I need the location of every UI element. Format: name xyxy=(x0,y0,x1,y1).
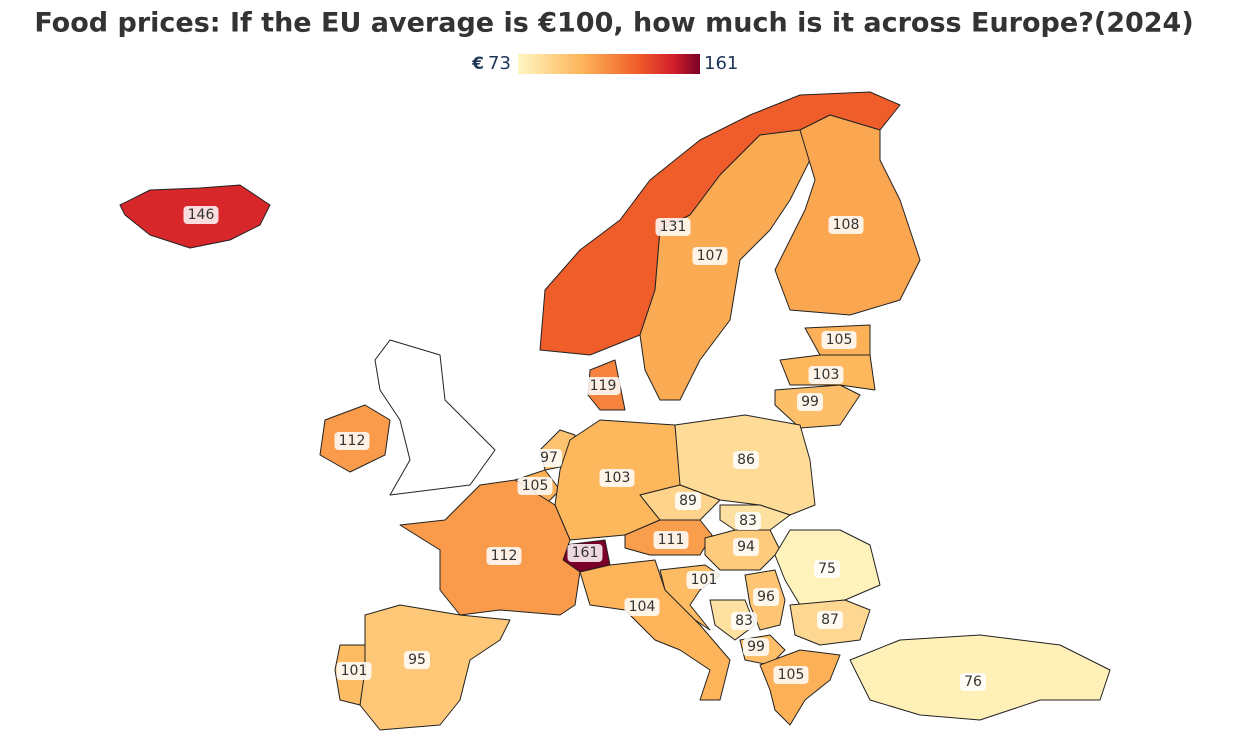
region xyxy=(774,114,921,316)
region-label: 108 xyxy=(833,217,860,233)
region-label: 112 xyxy=(491,548,518,564)
label-box xyxy=(735,512,761,530)
color-scale xyxy=(518,54,700,74)
region-label: 101 xyxy=(341,663,368,679)
labels: 146 131 107 108 105 103 99 119 112 97 105 103 86 89 83… xyxy=(183,206,986,691)
region-label: 105 xyxy=(778,667,805,683)
label-box xyxy=(817,611,843,629)
label-box xyxy=(733,451,759,469)
region-label: 97 xyxy=(540,450,558,466)
label-box xyxy=(753,588,779,606)
label-box xyxy=(828,216,864,234)
label-box xyxy=(585,377,621,395)
region xyxy=(359,604,511,731)
label-box xyxy=(797,393,823,411)
region-label: 107 xyxy=(697,248,724,264)
label-box xyxy=(655,218,691,236)
label-box xyxy=(536,449,562,467)
region-label: 75 xyxy=(818,561,836,577)
region-label: 161 xyxy=(572,545,599,561)
region-label: 99 xyxy=(801,394,819,410)
region-label: 87 xyxy=(821,612,839,628)
region-label: 101 xyxy=(691,572,718,588)
label-box xyxy=(183,206,219,224)
region-label: 99 xyxy=(747,639,765,655)
region-label: 95 xyxy=(408,652,426,668)
region-label: 83 xyxy=(739,513,757,529)
region-label: 76 xyxy=(964,674,982,690)
region-label: 131 xyxy=(660,219,687,235)
legend-prefix: € xyxy=(471,54,484,74)
region-label: 86 xyxy=(737,452,755,468)
label-box xyxy=(743,638,769,656)
label-box xyxy=(653,531,689,549)
region-label: 146 xyxy=(188,207,215,223)
legend-min: 73 xyxy=(488,53,511,74)
region-label: 104 xyxy=(629,599,656,615)
region-no-data xyxy=(374,339,496,496)
label-box xyxy=(808,366,844,384)
label-box xyxy=(960,673,986,691)
label-box xyxy=(336,662,372,680)
label-box xyxy=(486,547,522,565)
region-label: 112 xyxy=(339,433,366,449)
region-label: 119 xyxy=(590,378,617,394)
label-box xyxy=(731,612,757,630)
label-box xyxy=(567,544,603,562)
region-label: 89 xyxy=(679,493,697,509)
label-box xyxy=(733,538,759,556)
regions xyxy=(119,91,1111,731)
label-box xyxy=(675,492,701,510)
region-label: 105 xyxy=(522,478,549,494)
region-label: 111 xyxy=(658,532,685,548)
legend-max: 161 xyxy=(704,53,738,74)
region-label: 103 xyxy=(604,470,631,486)
label-box xyxy=(692,247,728,265)
region-label: 94 xyxy=(737,539,755,555)
label-box xyxy=(624,598,660,616)
region xyxy=(759,649,841,726)
label-box xyxy=(599,469,635,487)
label-box xyxy=(773,666,809,684)
region-label: 83 xyxy=(735,613,753,629)
label-box xyxy=(517,477,553,495)
label-box xyxy=(686,571,722,589)
region-label: 105 xyxy=(826,332,853,348)
region-label: 96 xyxy=(757,589,775,605)
label-box xyxy=(814,560,840,578)
label-box xyxy=(821,331,857,349)
region-label: 103 xyxy=(813,367,840,383)
map-title: Food prices: If the EU average is €100, … xyxy=(34,8,1193,39)
label-box xyxy=(334,432,370,450)
label-box xyxy=(404,651,430,669)
